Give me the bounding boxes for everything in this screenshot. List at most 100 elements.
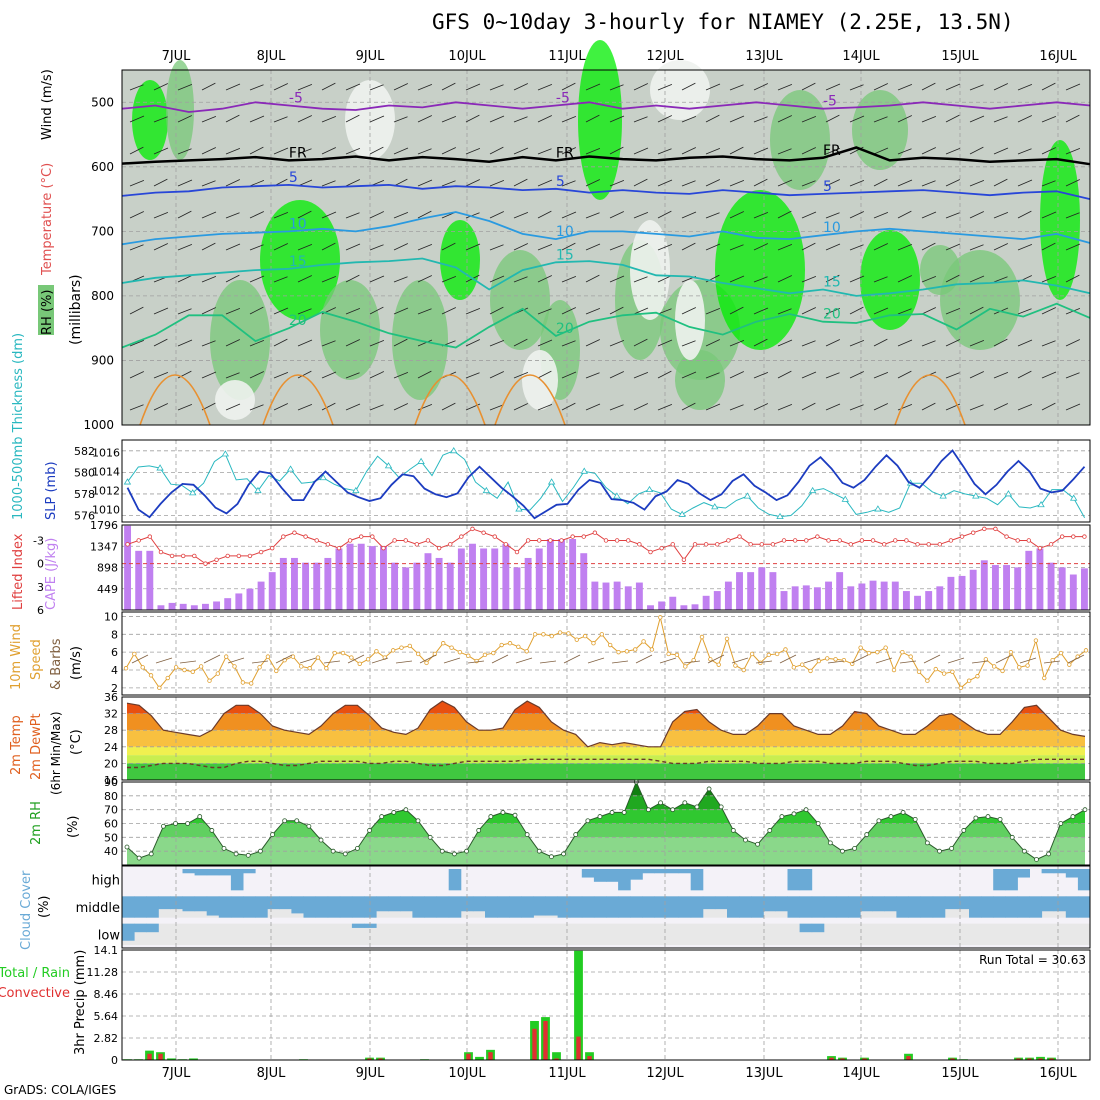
rh-point — [694, 804, 700, 810]
cape-bar — [513, 567, 521, 610]
wind-barb — [465, 212, 480, 219]
lifted-index-point — [715, 542, 720, 547]
wind-barb — [297, 308, 312, 315]
wind-barb — [609, 371, 624, 379]
wind-speed-point — [557, 630, 563, 635]
cape-bar — [291, 557, 298, 610]
wind-barb — [873, 307, 889, 315]
wind-barb — [657, 403, 673, 411]
lifted-index-point — [214, 557, 219, 562]
isotherm-label-15: 15 — [556, 247, 574, 263]
rh-point — [1021, 848, 1027, 854]
cloud-cell-middle — [920, 896, 934, 918]
cape-bar — [691, 604, 699, 610]
wind-speed-point — [1083, 648, 1089, 653]
wind-barb — [993, 147, 1009, 155]
lifted-index-point — [681, 557, 687, 562]
wind-speed-point — [491, 650, 496, 656]
wind-barb — [561, 275, 577, 283]
rh-humid-blob-0 — [132, 80, 168, 160]
precip-convective-bar — [1027, 1058, 1032, 1060]
wind-barb — [1065, 114, 1080, 123]
slp-line — [126, 449, 1086, 520]
wind-barb — [777, 115, 792, 123]
wind-barb — [273, 307, 289, 315]
lifted-index-point — [425, 538, 431, 543]
ylabel-rh: RH (%) — [40, 290, 55, 335]
precip-convective-bar — [466, 1053, 471, 1060]
wind-barb — [489, 84, 504, 91]
lifted-index-point — [481, 530, 486, 535]
wind-barb — [849, 339, 865, 347]
wind-barb — [825, 274, 840, 283]
wind-barb — [489, 211, 504, 219]
wind-barb — [441, 242, 456, 251]
cape-bar — [1047, 562, 1055, 610]
wind-speed-point — [916, 669, 922, 674]
cloud-cell-low — [134, 923, 147, 933]
wind-barb — [153, 116, 168, 123]
wind-barb-surface — [347, 654, 365, 664]
wind-speed-point — [574, 637, 579, 642]
wind-barb — [897, 243, 913, 251]
cape-bar — [591, 581, 599, 610]
rh-point — [452, 851, 457, 857]
wind-speed-point — [808, 668, 813, 674]
wind-barb — [585, 147, 601, 155]
cloud-row-label-high: high — [92, 874, 120, 889]
cape-tick-label: 1347 — [90, 540, 118, 553]
lifted-index-point — [203, 561, 208, 566]
wind-speed-point — [232, 664, 237, 669]
wind-barb — [249, 146, 264, 155]
wind-barb — [753, 403, 768, 411]
rh-point — [755, 841, 760, 847]
lifted-index-point — [792, 538, 798, 543]
wind-barb — [561, 211, 577, 219]
isotherm-label-FR: FR — [289, 145, 307, 161]
cloud-cell-low — [351, 923, 365, 928]
wind-barb — [849, 244, 864, 251]
lifted-index-point — [559, 538, 564, 543]
wind-barb — [129, 371, 144, 379]
wind-barb — [177, 210, 192, 219]
wind-barb — [921, 147, 936, 155]
wind-barb — [969, 211, 984, 219]
thickness-point — [156, 464, 164, 471]
rh-point — [973, 815, 979, 821]
wind-barb — [945, 179, 960, 187]
rh-point — [573, 832, 579, 837]
wind-barb — [369, 146, 384, 155]
rh-point — [148, 851, 154, 857]
precip-legend-convective: Convective — [0, 986, 70, 1001]
wind-barb-surface — [971, 660, 989, 664]
cloud-cell-middle — [642, 896, 655, 918]
rh-point — [209, 828, 215, 833]
wind-speed-point — [674, 652, 680, 658]
wind-barb — [153, 211, 169, 219]
wind-speed-point — [866, 650, 872, 656]
cape-bar — [958, 575, 966, 610]
isotherm-10 — [121, 211, 1091, 246]
cape-bar — [914, 595, 921, 610]
wind-barb — [129, 211, 144, 219]
lifted-index-point — [236, 553, 242, 559]
date-tick-top: 8JUL — [257, 49, 287, 64]
precip-convective-bar — [147, 1053, 152, 1060]
rh-point — [524, 832, 530, 837]
wind-barb-surface — [587, 657, 605, 664]
wind-barb — [273, 371, 289, 379]
cloud-cell-high — [606, 869, 619, 882]
wind-barb — [969, 339, 985, 347]
wind-barb — [513, 371, 529, 379]
precip-convective-bar — [587, 1056, 592, 1060]
wind-speed-point — [633, 647, 638, 652]
wind-barb — [873, 371, 889, 379]
wind-barb — [897, 210, 912, 219]
rh-point — [1070, 814, 1076, 819]
wind-barb — [537, 275, 552, 283]
wind-barb — [417, 308, 432, 315]
wind-barb — [849, 115, 865, 123]
wind-barb — [489, 371, 504, 379]
temperature-tick-label: 20 — [104, 757, 118, 770]
wind-barb — [1041, 371, 1057, 379]
